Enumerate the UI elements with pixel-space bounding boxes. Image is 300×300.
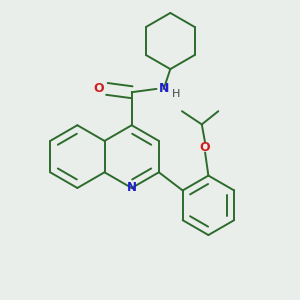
Text: O: O	[93, 82, 104, 95]
Text: O: O	[200, 141, 210, 154]
Text: N: N	[158, 82, 169, 95]
Text: N: N	[127, 182, 137, 194]
Text: H: H	[171, 89, 180, 99]
